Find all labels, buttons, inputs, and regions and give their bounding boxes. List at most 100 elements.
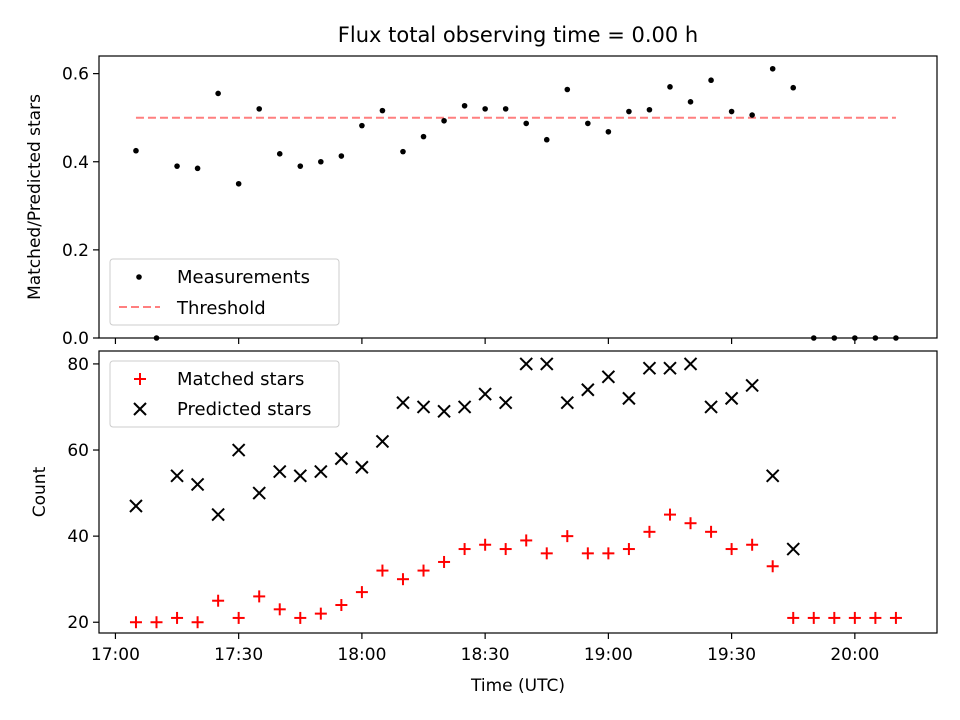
matched-star-point — [273, 603, 286, 616]
measurement-point — [646, 106, 653, 113]
x-tick-label: 19:00 — [584, 645, 633, 665]
predicted-star-point — [437, 404, 451, 418]
predicted-star-point — [765, 469, 780, 483]
matched-star-point — [705, 525, 718, 538]
predicted-star-point — [745, 378, 759, 393]
measurement-point — [441, 117, 447, 124]
measurement-point — [276, 151, 283, 157]
matched-star-point — [663, 508, 676, 521]
measurement-point — [379, 107, 386, 114]
predicted-star-point — [231, 443, 246, 457]
legend-label-predicted: Predicted stars — [177, 399, 311, 420]
matched-star-point — [232, 611, 245, 624]
predicted-star-point — [375, 434, 390, 449]
predicted-star-point — [663, 361, 677, 375]
measurement-point — [626, 108, 632, 115]
bottom-axes-frame — [98, 350, 938, 634]
y-tick-label: 60 — [67, 441, 89, 461]
measurement-point — [564, 86, 571, 93]
x-tick-label: 20:00 — [830, 645, 879, 665]
top-y-axis-label: Matched/Predicted stars — [25, 94, 45, 300]
x-tick-label: 17:00 — [91, 645, 140, 665]
measurement-point — [174, 163, 180, 169]
measurement-point — [667, 84, 673, 90]
measurement-point — [461, 102, 468, 109]
matched-star-point — [622, 543, 635, 556]
predicted-star-point — [786, 542, 800, 556]
matched-star-point — [171, 611, 184, 624]
predicted-star-point — [314, 464, 328, 479]
measurement-point — [235, 180, 242, 187]
matched-star-point — [581, 547, 594, 560]
legend-label-matched: Matched stars — [177, 369, 304, 390]
y-tick-label: 0.0 — [62, 329, 89, 349]
matched-star-point — [150, 616, 163, 629]
top-plot-area — [133, 65, 899, 341]
measurement-point — [543, 136, 550, 143]
predicted-star-point — [540, 357, 554, 371]
y-tick-label: 40 — [67, 527, 89, 547]
x-tick-label: 18:00 — [337, 645, 386, 665]
predicted-star-point — [724, 391, 739, 406]
count-panel: Count 17:00 17:30 18:00 18:30 19:00 19:30 20:0… — [30, 350, 938, 696]
matched-star-point — [766, 560, 779, 573]
matched-star-point — [602, 547, 615, 560]
top-legend-box — [109, 258, 340, 326]
top-axes-frame — [98, 55, 938, 339]
x-tick-label: 18:30 — [461, 645, 510, 665]
y-tick-label: 80 — [67, 355, 89, 375]
matched-star-point — [212, 594, 225, 607]
y-tick-label: 0.6 — [62, 65, 89, 85]
predicted-star-point — [498, 395, 513, 410]
x-tick-label: 19:30 — [707, 645, 756, 665]
matched-star-point — [643, 525, 656, 538]
legend-marker-predicted — [133, 402, 147, 416]
matched-star-point — [561, 530, 574, 543]
predicted-star-point — [334, 451, 349, 466]
bottom-y-axis-label: Count — [30, 466, 50, 517]
measurement-point — [523, 120, 530, 127]
measurement-point — [708, 77, 714, 84]
matched-star-point — [191, 616, 204, 629]
predicted-star-point — [252, 486, 266, 500]
predicted-star-point — [622, 391, 636, 406]
matched-star-point — [807, 611, 820, 624]
x-axis-label: Time (UTC) — [470, 676, 565, 696]
matched-star-point — [438, 555, 451, 568]
matched-star-point — [725, 543, 738, 556]
predicted-star-point — [396, 395, 410, 410]
measurement-point — [749, 112, 755, 118]
matched-star-point — [417, 564, 430, 577]
predicted-star-point — [581, 383, 595, 397]
measurement-point — [605, 128, 612, 135]
matched-star-point — [355, 586, 368, 599]
measurement-point — [338, 153, 345, 159]
predicted-star-point — [704, 400, 718, 414]
matched-star-point — [869, 611, 882, 624]
measurement-point — [133, 147, 139, 154]
matched-star-point — [253, 590, 266, 603]
measurement-point — [769, 65, 776, 72]
measurement-point — [194, 165, 201, 172]
matched-star-point — [848, 611, 861, 624]
matched-star-point — [746, 538, 759, 551]
y-tick-label: 0.2 — [62, 241, 89, 261]
x-tick-label: 17:30 — [214, 645, 263, 665]
top-legend: Measurements Threshold — [109, 258, 340, 326]
matched-star-point — [828, 611, 841, 624]
predicted-star-point — [601, 370, 616, 384]
matched-star-point — [376, 564, 389, 577]
measurement-point — [585, 120, 591, 127]
predicted-star-point — [683, 357, 698, 371]
measurement-point — [359, 122, 365, 129]
measurement-point — [482, 106, 488, 112]
predicted-star-point — [457, 400, 472, 414]
bottom-axis-ticks: 17:00 17:30 18:00 18:30 19:00 19:30 20:00 20 40 6… — [67, 355, 879, 665]
predicted-star-point — [211, 507, 225, 522]
measurement-point — [297, 163, 304, 169]
predicted-star-point — [519, 357, 533, 371]
legend-label-measurements: Measurements — [177, 267, 310, 288]
predicted-star-point — [293, 469, 307, 483]
top-axis-ticks: 0.0 0.2 0.4 0.6 — [62, 65, 856, 349]
predicted-star-point — [129, 499, 143, 513]
